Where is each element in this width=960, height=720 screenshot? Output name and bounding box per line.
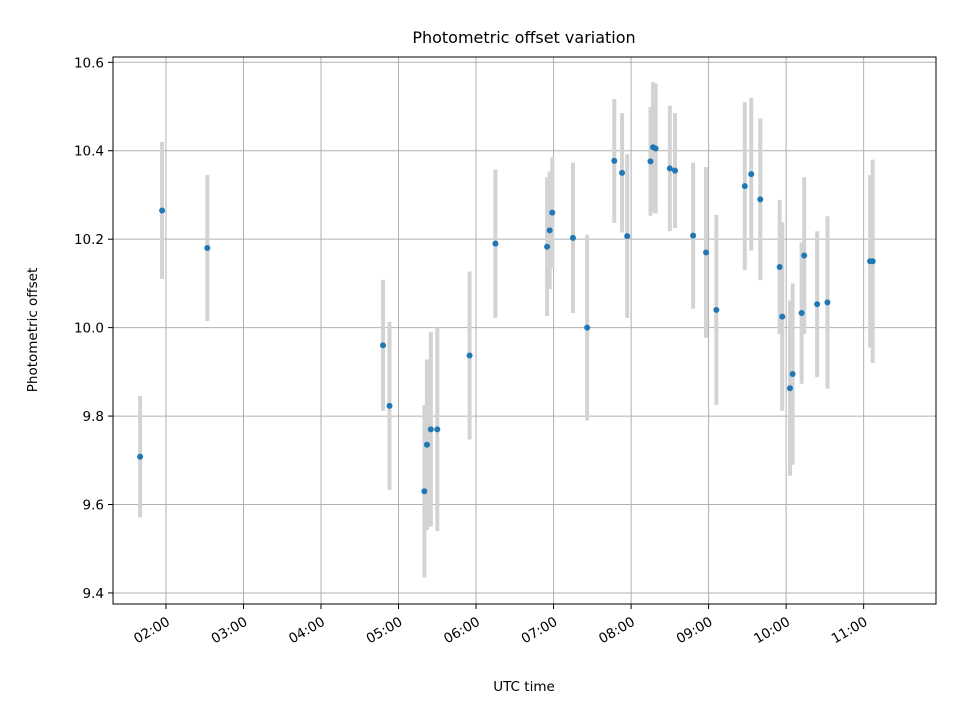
x-tick-label: 10:00: [751, 614, 793, 647]
data-point: [824, 299, 831, 306]
data-point: [380, 342, 387, 349]
data-point: [137, 453, 144, 460]
x-tick-label: 09:00: [674, 614, 716, 647]
data-point: [672, 167, 679, 174]
x-tick-label: 06:00: [441, 614, 483, 647]
data-point: [748, 171, 755, 178]
data-point: [421, 488, 428, 495]
x-gridlines: [165, 57, 865, 604]
x-tick-label: 08:00: [596, 614, 638, 647]
data-point: [713, 306, 720, 313]
data-point: [624, 233, 631, 240]
plot-frame: [112, 56, 937, 605]
data-point: [789, 371, 796, 378]
data-point: [779, 313, 786, 320]
y-gridlines: [113, 61, 936, 594]
y-tick-label: 10.4: [74, 144, 104, 160]
data-point: [647, 158, 654, 165]
x-axis-label: UTC time: [493, 679, 555, 695]
y-tick-label: 10.6: [74, 55, 104, 71]
data-point: [619, 169, 626, 176]
x-tick-label: 07:00: [519, 614, 561, 647]
x-axis-ticks: 02:00 03:00 04:00 05:00 06:00 07:00 08:00 09:00…: [131, 604, 870, 647]
x-tick-label: 11:00: [829, 614, 871, 647]
data-point: [798, 310, 805, 317]
y-tick-label: 9.8: [83, 409, 104, 425]
data-point: [159, 207, 166, 214]
data-point: [776, 264, 783, 271]
y-tick-label: 9.6: [83, 498, 104, 514]
data-point: [666, 165, 673, 172]
data-point: [423, 441, 430, 448]
y-axis-ticks: 9.4 9.6 9.8 10.0 10.2 10.4 10.6: [74, 55, 113, 602]
data-point: [703, 249, 710, 256]
data-point: [652, 145, 659, 152]
x-tick-label: 05:00: [364, 614, 406, 647]
data-point: [466, 352, 473, 359]
x-tick-label: 03:00: [209, 614, 251, 647]
x-tick-label: 04:00: [286, 614, 328, 647]
data-points: [137, 144, 876, 495]
error-bars: [138, 82, 875, 578]
data-point: [584, 324, 591, 331]
data-point: [492, 240, 499, 247]
data-point: [787, 385, 794, 392]
x-tick-label: 02:00: [131, 614, 173, 647]
y-tick-label: 10.0: [74, 321, 104, 337]
y-tick-label: 9.4: [83, 586, 104, 602]
data-point: [741, 183, 748, 190]
y-axis-label: Photometric offset: [25, 268, 41, 392]
data-point: [814, 301, 821, 308]
data-point: [546, 227, 553, 234]
data-point: [869, 258, 876, 265]
data-point: [611, 157, 618, 164]
y-tick-label: 10.2: [74, 232, 104, 248]
chart-title: Photometric offset variation: [412, 28, 635, 47]
data-point: [690, 232, 697, 239]
data-point: [801, 252, 808, 259]
data-point: [569, 234, 576, 241]
data-point: [427, 426, 434, 433]
data-point: [757, 196, 764, 203]
data-point: [544, 243, 551, 250]
data-point: [204, 245, 211, 252]
data-point: [386, 402, 393, 409]
data-point: [434, 426, 441, 433]
data-point: [549, 209, 556, 216]
